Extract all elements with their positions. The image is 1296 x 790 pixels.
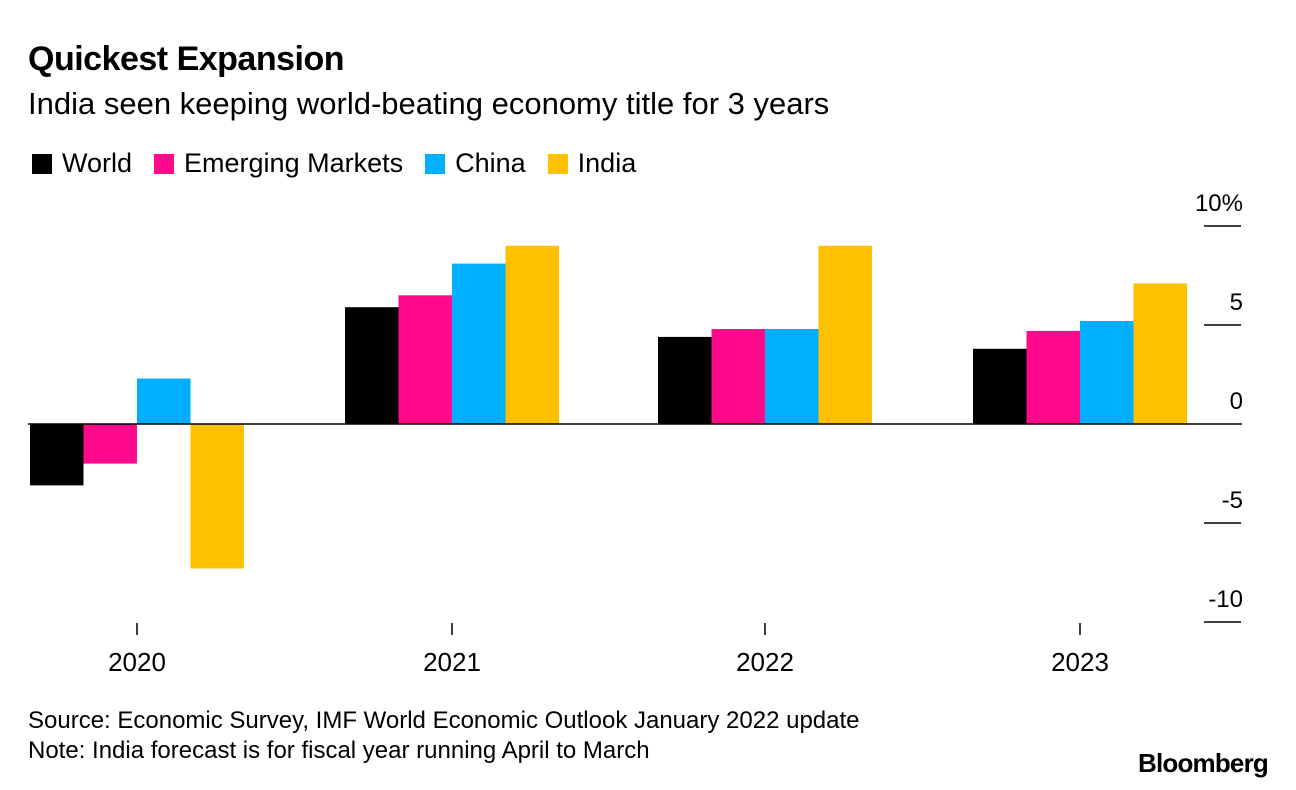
bar-emerging-markets-2020 xyxy=(83,424,137,464)
bar-india-2023 xyxy=(1133,283,1187,424)
y-tick-label-2: 0 xyxy=(1230,388,1243,415)
chart-title: Quickest Expansion xyxy=(28,40,345,78)
bar-india-2020 xyxy=(190,424,244,569)
legend-swatch-emerging-markets xyxy=(154,153,175,174)
legend-label-china: China xyxy=(455,148,526,178)
legend-item-world: World xyxy=(32,148,132,179)
bar-world-2023 xyxy=(973,348,1027,424)
y-tick-label-0: 10% xyxy=(1195,190,1243,217)
bar-emerging-markets-2021 xyxy=(398,295,452,424)
legend-label-world: World xyxy=(62,148,133,178)
x-tick-label-2023: 2023 xyxy=(1051,647,1109,677)
bar-china-2023 xyxy=(1080,321,1134,424)
legend-swatch-china xyxy=(425,153,446,174)
y-tick-label-4: -10 xyxy=(1208,586,1243,613)
legend: World Emerging Markets China India xyxy=(32,148,658,179)
bar-india-2021 xyxy=(505,245,559,424)
y-tick-label-1: 5 xyxy=(1230,289,1243,316)
bar-world-2020 xyxy=(30,424,84,486)
bar-china-2020 xyxy=(137,378,191,424)
bar-world-2021 xyxy=(345,307,399,424)
x-tick-label-2021: 2021 xyxy=(423,647,481,677)
bar-china-2022 xyxy=(765,329,819,424)
bar-china-2021 xyxy=(452,263,506,424)
bar-world-2022 xyxy=(658,336,712,424)
bloomberg-logo: Bloomberg xyxy=(1137,748,1269,778)
bar-india-2022 xyxy=(818,245,872,424)
legend-label-emerging-markets: Emerging Markets xyxy=(184,148,404,178)
source-text: Source: Economic Survey, IMF World Econo… xyxy=(28,707,860,734)
legend-swatch-world xyxy=(32,153,52,174)
x-tick-label-2022: 2022 xyxy=(736,647,794,677)
footnote: Source: Economic Survey, IMF World Econo… xyxy=(28,706,860,766)
note-text: Note: India forecast is for fiscal year … xyxy=(28,737,650,764)
legend-item-india: India xyxy=(547,148,637,179)
bar-emerging-markets-2022 xyxy=(711,329,765,424)
legend-item-china: China xyxy=(425,148,526,179)
bar-emerging-markets-2023 xyxy=(1026,330,1080,424)
y-tick-label-3: -5 xyxy=(1222,487,1243,514)
x-tick-label-2020: 2020 xyxy=(108,647,166,677)
chart-subtitle: India seen keeping world-beating economy… xyxy=(28,86,830,121)
legend-label-india: India xyxy=(577,148,637,178)
legend-swatch-india xyxy=(547,153,568,174)
legend-item-emerging-markets: Emerging Markets xyxy=(154,148,403,179)
